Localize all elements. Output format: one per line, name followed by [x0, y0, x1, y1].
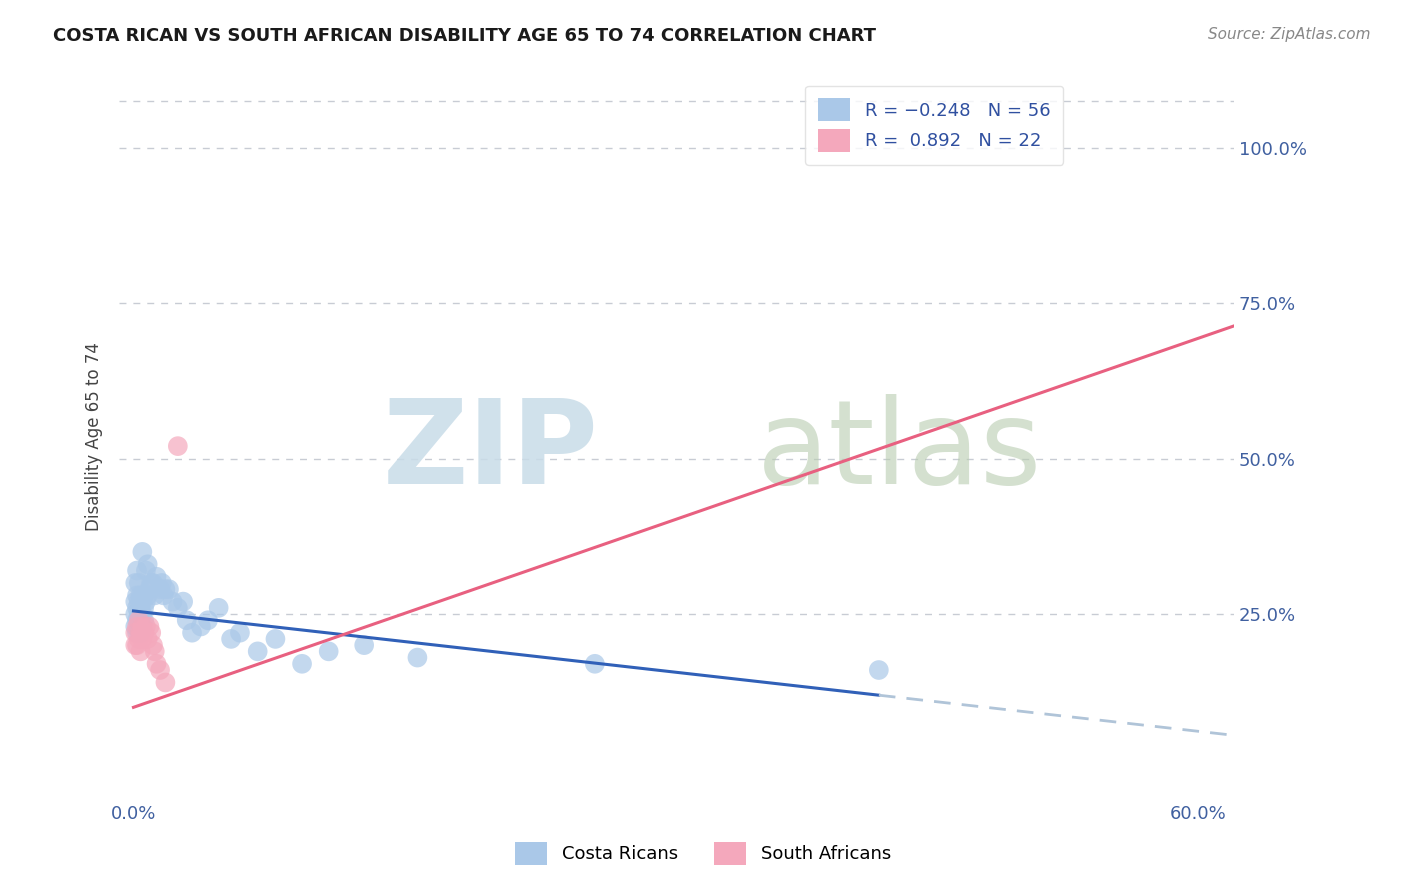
Point	[128, 576, 150, 591]
Point	[353, 638, 375, 652]
Point	[128, 619, 150, 633]
Point	[141, 576, 163, 591]
Point	[176, 613, 198, 627]
Point	[264, 632, 287, 646]
Point	[124, 576, 146, 591]
Text: ZIP: ZIP	[382, 394, 599, 508]
Point	[208, 600, 231, 615]
Point	[155, 582, 177, 597]
Point	[128, 607, 150, 621]
Point	[197, 613, 219, 627]
Point	[162, 594, 184, 608]
Point	[131, 619, 153, 633]
Point	[142, 638, 165, 652]
Point	[135, 594, 157, 608]
Point	[142, 576, 165, 591]
Point	[291, 657, 314, 671]
Point	[125, 638, 148, 652]
Point	[129, 600, 152, 615]
Point	[124, 607, 146, 621]
Point	[125, 625, 148, 640]
Point	[868, 663, 890, 677]
Point	[131, 545, 153, 559]
Point	[135, 619, 157, 633]
Y-axis label: Disability Age 65 to 74: Disability Age 65 to 74	[86, 343, 103, 532]
Point	[190, 619, 212, 633]
Point	[125, 564, 148, 578]
Point	[406, 650, 429, 665]
Point	[135, 564, 157, 578]
Point	[124, 625, 146, 640]
Point	[166, 600, 188, 615]
Point	[145, 657, 167, 671]
Point	[125, 588, 148, 602]
Point	[143, 588, 166, 602]
Point	[136, 588, 159, 602]
Point	[136, 558, 159, 572]
Point	[583, 657, 606, 671]
Point	[246, 644, 269, 658]
Point	[124, 619, 146, 633]
Point	[145, 570, 167, 584]
Text: COSTA RICAN VS SOUTH AFRICAN DISABILITY AGE 65 TO 74 CORRELATION CHART: COSTA RICAN VS SOUTH AFRICAN DISABILITY …	[53, 27, 876, 45]
Point	[155, 675, 177, 690]
Point	[128, 594, 150, 608]
Point	[124, 638, 146, 652]
Point	[166, 439, 188, 453]
Point	[128, 632, 150, 646]
Point	[134, 600, 156, 615]
Point	[181, 625, 204, 640]
Point	[219, 632, 242, 646]
Point	[124, 594, 146, 608]
Point	[125, 613, 148, 627]
Point	[129, 625, 152, 640]
Point	[129, 644, 152, 658]
Point	[149, 663, 172, 677]
Legend: R = −0.248   N = 56, R =  0.892   N = 22: R = −0.248 N = 56, R = 0.892 N = 22	[806, 86, 1063, 164]
Point	[134, 625, 156, 640]
Point	[141, 625, 163, 640]
Point	[131, 632, 153, 646]
Point	[149, 582, 172, 597]
Point	[131, 619, 153, 633]
Point	[138, 582, 160, 597]
Point	[150, 576, 173, 591]
Text: Source: ZipAtlas.com: Source: ZipAtlas.com	[1208, 27, 1371, 42]
Point	[129, 625, 152, 640]
Point	[157, 582, 180, 597]
Point	[128, 613, 150, 627]
Point	[136, 632, 159, 646]
Point	[138, 619, 160, 633]
Point	[131, 607, 153, 621]
Point	[129, 613, 152, 627]
Point	[125, 619, 148, 633]
Point	[131, 594, 153, 608]
Point	[229, 625, 252, 640]
Point	[129, 588, 152, 602]
Point	[125, 600, 148, 615]
Legend: Costa Ricans, South Africans: Costa Ricans, South Africans	[506, 833, 900, 874]
Point	[318, 644, 340, 658]
Point	[143, 644, 166, 658]
Point	[134, 613, 156, 627]
Point	[134, 588, 156, 602]
Point	[172, 594, 194, 608]
Point	[152, 588, 174, 602]
Text: atlas: atlas	[756, 394, 1042, 508]
